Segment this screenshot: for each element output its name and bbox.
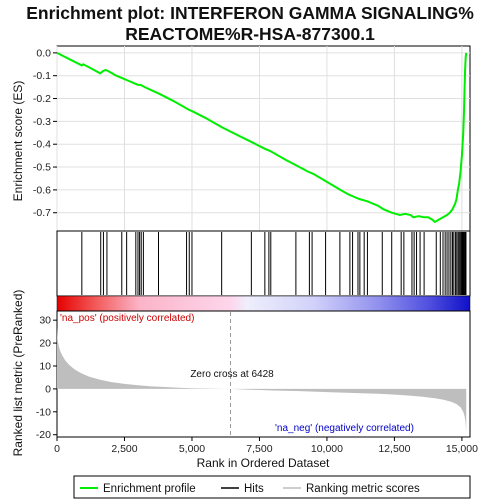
- x-tick-label: 0: [54, 443, 60, 455]
- metric-y-tick-label: 20: [39, 338, 51, 350]
- es-y-tick-label: -0.4: [33, 139, 51, 151]
- hits-panel: [56, 230, 471, 297]
- legend-metric-label: Ranking metric scores: [306, 483, 420, 495]
- metric-y-tick-label: -20: [36, 429, 51, 441]
- x-axis-label: Rank in Ordered Dataset: [197, 456, 330, 470]
- metric-y-tick-label: 0: [45, 383, 51, 395]
- rank-color-bar-fill: [56, 295, 471, 312]
- es-panel: 0.0 -0.1 -0.2 -0.3 -0.4 -0.5 -0.6 -0.7 Enrichme…: [11, 45, 471, 232]
- negative-correlation-label: 'na_neg' (negatively correlated): [275, 423, 414, 434]
- legend: Enrichment profile Hits Ranking metric s…: [73, 475, 471, 499]
- es-y-tick-label: -0.5: [33, 162, 51, 174]
- metric-plot-frame: [56, 310, 471, 438]
- positive-correlation-label: 'na_pos' (positively correlated): [60, 313, 194, 324]
- x-tick-label: 5,000: [179, 443, 205, 455]
- legend-enrichment-label: Enrichment profile: [103, 483, 196, 495]
- zero-cross-label: Zero cross at 6428: [190, 369, 274, 380]
- es-y-tick-label: 0.0: [36, 47, 51, 59]
- rank-color-bar: [56, 295, 471, 312]
- hits-plot-frame: [56, 230, 471, 297]
- legend-box: [73, 475, 471, 499]
- metric-y-axis-label: Ranked list metric (PreRanked): [11, 290, 25, 457]
- es-y-tick-label: -0.2: [33, 93, 51, 105]
- es-y-tick-label: -0.6: [33, 184, 51, 196]
- metric-y-tick-label: 10: [39, 360, 51, 372]
- legend-hits-label: Hits: [244, 483, 264, 495]
- x-tick-label: 2,500: [111, 443, 137, 455]
- x-tick-label: 7,500: [246, 443, 272, 455]
- metric-y-tick-label: -10: [36, 406, 51, 418]
- es-y-axis-label: Enrichment score (ES): [11, 81, 25, 202]
- chart-title-line1: Enrichment plot: INTERFERON GAMMA SIGNAL…: [26, 3, 474, 23]
- es-y-tick-label: -0.3: [33, 116, 51, 128]
- metric-y-tick-label: 30: [39, 315, 51, 327]
- chart-title-line2: REACTOME%R-HSA-877300.1: [125, 24, 375, 44]
- x-tick-label: 12,500: [378, 443, 410, 455]
- es-plot-frame: [56, 45, 471, 232]
- x-tick-label: 10,000: [311, 443, 343, 455]
- es-y-tick-label: -0.1: [33, 70, 51, 82]
- es-y-tick-label: -0.7: [33, 207, 51, 219]
- enrichment-profile-line: [56, 51, 468, 224]
- x-tick-label: 15,000: [446, 443, 478, 455]
- metric-panel: 30 20 10 0 -10 -20 0 2,500 5,000 7,500 10,000 12,5…: [11, 290, 478, 470]
